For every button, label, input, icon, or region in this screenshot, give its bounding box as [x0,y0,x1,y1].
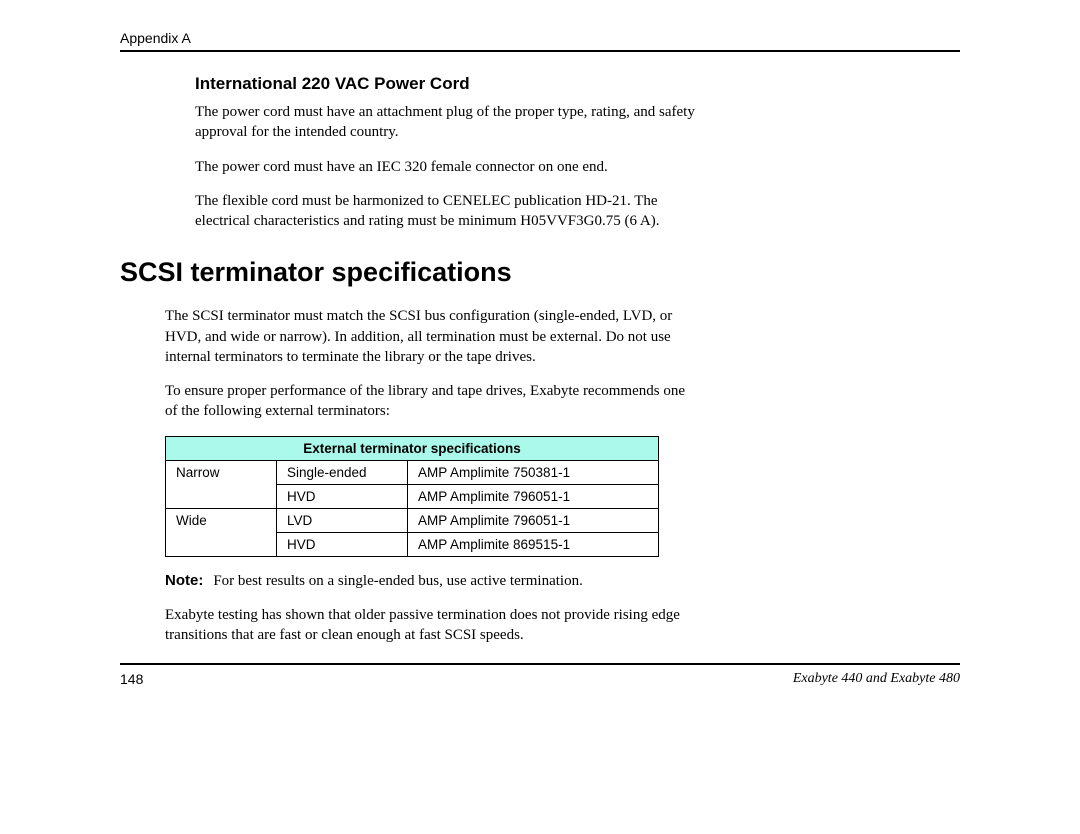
table-header: External terminator specifications [166,436,659,460]
note-text: For best results on a single-ended bus, … [213,571,583,591]
cell-type: HVD [277,484,408,508]
cell-part: AMP Amplimite 796051-1 [408,484,659,508]
cell-type: Single-ended [277,460,408,484]
running-head: Appendix A [120,30,960,46]
table-row: Wide LVD AMP Amplimite 796051-1 [166,508,659,532]
para: To ensure proper performance of the libr… [165,381,700,422]
bottom-rule [120,663,960,665]
subsection-title: International 220 VAC Power Cord [195,74,700,94]
table-header-row: External terminator specifications [166,436,659,460]
table-row: Narrow Single-ended AMP Amplimite 750381… [166,460,659,484]
para: Exabyte testing has shown that older pas… [165,605,700,646]
note-label: Note: [165,571,203,591]
top-rule [120,50,960,52]
cell-width: Narrow [166,460,277,484]
table-row: HVD AMP Amplimite 796051-1 [166,484,659,508]
cell-width [166,484,277,508]
cell-part: AMP Amplimite 869515-1 [408,532,659,556]
page: Appendix A International 220 VAC Power C… [0,0,1080,834]
footer: 148 Exabyte 440 and Exabyte 480 [120,671,960,687]
cell-type: LVD [277,508,408,532]
page-number: 148 [120,671,143,687]
cell-part: AMP Amplimite 750381-1 [408,460,659,484]
para: The SCSI terminator must match the SCSI … [165,306,700,367]
cell-type: HVD [277,532,408,556]
para: The power cord must have an IEC 320 fema… [195,157,700,177]
section-title: SCSI terminator specifications [120,257,960,288]
terminator-table: External terminator specifications Narro… [165,436,659,557]
power-cord-section: International 220 VAC Power Cord The pow… [195,74,700,231]
para: The flexible cord must be harmonized to … [195,191,700,232]
doc-title: Exabyte 440 and Exabyte 480 [793,671,960,687]
cell-width: Wide [166,508,277,532]
cell-part: AMP Amplimite 796051-1 [408,508,659,532]
para: The power cord must have an attachment p… [195,102,700,143]
table-row: HVD AMP Amplimite 869515-1 [166,532,659,556]
note: Note: For best results on a single-ended… [165,571,700,591]
cell-width [166,532,277,556]
